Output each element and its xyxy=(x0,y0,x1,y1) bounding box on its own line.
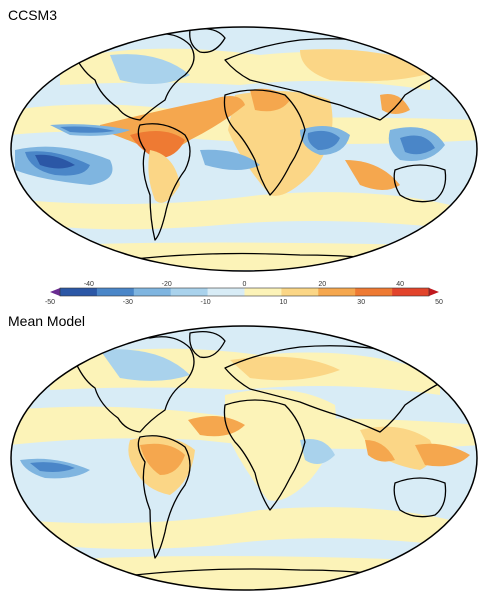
coastline-africa xyxy=(223,399,306,511)
coastline-north-america xyxy=(69,336,195,433)
colorbar-cell xyxy=(207,288,245,296)
colorbar-outline xyxy=(59,287,430,297)
colorbar-tick-label: 20 xyxy=(318,281,326,288)
colorbar-left-arrow xyxy=(50,288,60,296)
anomaly-region xyxy=(365,440,395,462)
anomaly-region xyxy=(345,160,400,190)
colorbar-tick-label: 10 xyxy=(280,299,288,306)
colorbar-tick-label: -30 xyxy=(123,299,133,306)
anomaly-region xyxy=(188,416,245,437)
coastline-africa xyxy=(223,89,306,196)
map-ccsm3 xyxy=(11,27,477,271)
coastline-south-america xyxy=(137,435,191,559)
anomaly-region xyxy=(250,88,290,112)
anomaly-region xyxy=(140,443,185,475)
anomaly-region xyxy=(60,126,115,133)
anomaly-region xyxy=(380,94,410,114)
colorbar-cell xyxy=(244,288,282,296)
colorbar-tick-label: -40 xyxy=(84,281,94,288)
anomaly-region xyxy=(400,135,435,155)
colorbar-right-arrow xyxy=(429,288,439,296)
anomaly-region xyxy=(35,154,75,169)
coastline-greenland xyxy=(189,330,226,359)
anomaly-region xyxy=(20,192,470,230)
colorbar-tick-label: 50 xyxy=(435,299,443,306)
anomaly-region xyxy=(307,130,340,150)
map-border-mean-model xyxy=(10,325,478,591)
anomaly-region xyxy=(60,556,420,590)
colorbar-tick-label: 40 xyxy=(396,281,404,288)
panel-title-ccsm3: CCSM3 xyxy=(8,7,58,23)
anomaly-region xyxy=(60,242,420,270)
coastlines-mean-model xyxy=(69,330,447,579)
panel-title-mean-model: Mean Model xyxy=(8,313,86,329)
colorbar-tick-label: -50 xyxy=(45,299,55,306)
map-mean-model xyxy=(11,326,477,590)
colorbar: -40 -20 0 20 40 -50 -30 -10 10 30 50 xyxy=(45,281,443,306)
anomaly-region xyxy=(230,356,340,381)
anomaly-region xyxy=(20,507,470,549)
anomaly-region xyxy=(130,131,185,159)
colorbar-cell xyxy=(281,288,319,296)
colorbar-tick-label: -10 xyxy=(201,299,211,306)
anomaly-region xyxy=(360,426,434,470)
coastline-eurasia xyxy=(224,38,442,121)
anomaly-region xyxy=(100,349,190,381)
anomaly-region xyxy=(30,462,75,472)
anomaly-region xyxy=(200,149,260,170)
anomaly-region xyxy=(148,150,180,203)
anomaly-region xyxy=(415,443,470,467)
colorbar-cell xyxy=(355,288,393,296)
colorbar-cell xyxy=(133,288,171,296)
anomaly-region xyxy=(225,389,336,501)
colorbar-tick-label: 0 xyxy=(243,281,247,288)
colorbar-tick-label: -20 xyxy=(162,281,172,288)
anomaly-region xyxy=(300,49,440,82)
coastline-australia xyxy=(393,164,447,203)
colorbar-cell xyxy=(170,288,208,296)
anomaly-region xyxy=(300,439,335,464)
coastline-greenland xyxy=(189,27,226,54)
colorbar-cell xyxy=(392,288,430,296)
coastline-australia xyxy=(393,477,447,518)
anomaly-region xyxy=(228,91,333,196)
coastline-south-america xyxy=(137,123,191,241)
colorbar-tick-label: 30 xyxy=(357,299,365,306)
anomaly-region xyxy=(110,54,190,84)
map-border-ccsm3 xyxy=(10,26,478,272)
coastline-eurasia xyxy=(224,345,442,433)
colorbar-cell xyxy=(60,288,98,296)
colorbar-cell xyxy=(96,288,135,296)
colorbar-cell xyxy=(318,288,356,296)
